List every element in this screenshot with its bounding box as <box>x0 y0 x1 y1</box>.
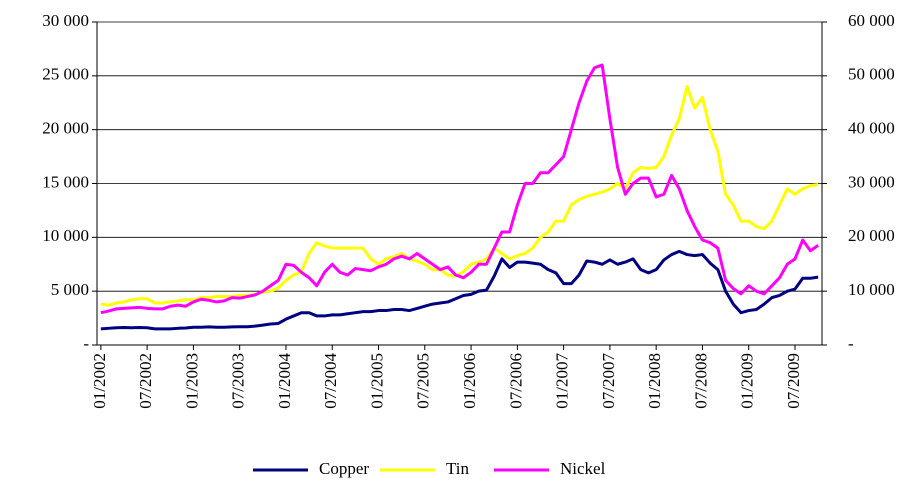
x-tick-label: 01/2005 <box>367 353 386 409</box>
x-tick-label: 01/2006 <box>460 353 479 409</box>
x-tick-label: 07/2002 <box>136 353 155 409</box>
y2-tick-label: - <box>848 334 854 353</box>
x-tick-label: 01/2009 <box>738 353 757 409</box>
y-tick-label: 15 000 <box>42 172 89 191</box>
x-tick-label: 01/2002 <box>90 353 109 409</box>
x-tick-label: 07/2003 <box>229 353 248 409</box>
series-line <box>100 85 819 307</box>
x-tick-label: 01/2008 <box>645 353 664 409</box>
y2-tick-label: 10 000 <box>848 280 895 299</box>
x-tick-label: 01/2004 <box>275 353 294 409</box>
legend-label: Copper <box>319 459 369 478</box>
x-tick-label: 07/2004 <box>321 353 340 409</box>
x-tick-label: 07/2008 <box>691 353 710 409</box>
y-tick-label: - <box>83 334 89 353</box>
y-tick-label: 25 000 <box>42 65 89 84</box>
x-tick-label: 01/2003 <box>182 353 201 409</box>
y2-tick-label: 40 000 <box>848 119 895 138</box>
x-tick-label: 07/2005 <box>414 353 433 409</box>
legend-label: Nickel <box>560 459 606 478</box>
y2-tick-label: 60 000 <box>848 11 895 30</box>
x-tick-label: 01/2007 <box>553 353 572 409</box>
x-tick-label: 07/2009 <box>784 353 803 409</box>
series-line <box>100 249 819 331</box>
series-line <box>100 63 819 315</box>
x-tick-label: 07/2007 <box>599 353 618 409</box>
legend-label: Tin <box>446 459 470 478</box>
y-tick-label: 20 000 <box>42 119 89 138</box>
y2-tick-label: 30 000 <box>848 172 895 191</box>
y2-tick-label: 20 000 <box>848 226 895 245</box>
y2-tick-label: 50 000 <box>848 65 895 84</box>
y-tick-label: 5 000 <box>51 280 89 299</box>
y-tick-label: 10 000 <box>42 226 89 245</box>
y-tick-label: 30 000 <box>42 11 89 30</box>
x-tick-label: 07/2006 <box>506 353 525 409</box>
